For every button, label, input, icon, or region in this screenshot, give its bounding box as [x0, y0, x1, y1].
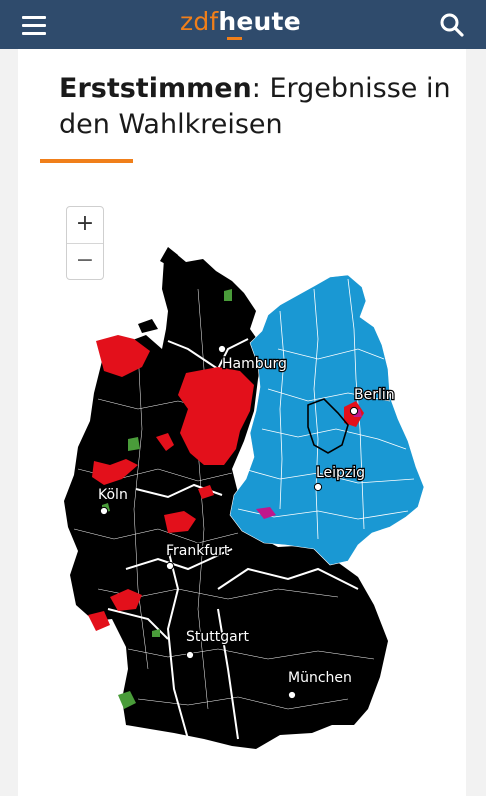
zoom-in-button[interactable]: +	[75, 211, 95, 236]
map-regions-red	[88, 335, 364, 631]
city-marker-hamburg[interactable]: Hamburg	[217, 344, 288, 373]
city-marker-frankfurt[interactable]: Frankfurt	[165, 542, 231, 571]
logo-zdf-text: zdf	[180, 7, 219, 36]
hamburger-menu-icon[interactable]	[22, 14, 48, 36]
top-navigation-bar: zdfheute	[0, 0, 486, 49]
city-label-stuttgart: Stuttgart	[186, 629, 249, 645]
search-icon[interactable]	[439, 12, 465, 38]
page-title: Erststimmen: Ergebnisse in den Wahlkreis…	[59, 71, 459, 143]
zdfheute-logo[interactable]: zdfheute	[180, 6, 301, 42]
city-marker-leipzig[interactable]: Leipzig	[313, 464, 366, 492]
city-label-koeln: Köln	[98, 487, 128, 503]
city-label-muenchen: München	[288, 670, 352, 686]
logo-accent-underline	[227, 37, 242, 40]
germany-constituency-map[interactable]: Hamburg Berlin Leipzig Köln Frankfurt St…	[18, 49, 466, 796]
city-label-hamburg: Hamburg	[222, 356, 287, 372]
city-label-frankfurt: Frankfurt	[166, 543, 230, 559]
title-accent-rule	[40, 159, 133, 163]
city-marker-muenchen[interactable]: München	[287, 669, 353, 700]
map-region-north-islands	[138, 247, 178, 333]
title-rest: : Ergebnisse in den Wahlkreisen	[59, 73, 451, 140]
map-region-west-south	[64, 252, 388, 749]
logo-heute-text: heute	[218, 7, 301, 36]
city-marker-stuttgart[interactable]: Stuttgart	[185, 628, 251, 660]
city-marker-koeln[interactable]: Köln	[97, 486, 129, 516]
city-marker-berlin[interactable]: Berlin	[349, 386, 396, 416]
map-region-east-blue	[229, 274, 425, 566]
map-berlin-outline	[307, 398, 349, 454]
zoom-out-button[interactable]: −	[67, 243, 103, 280]
city-label-berlin: Berlin	[354, 387, 395, 403]
city-label-leipzig: Leipzig	[316, 465, 365, 481]
map-district-lines-west	[73, 288, 375, 710]
article-card: Erststimmen: Ergebnisse in den Wahlkreis…	[18, 49, 466, 796]
title-bold: Erststimmen	[59, 73, 252, 104]
map-zoom-control: + −	[66, 206, 104, 280]
